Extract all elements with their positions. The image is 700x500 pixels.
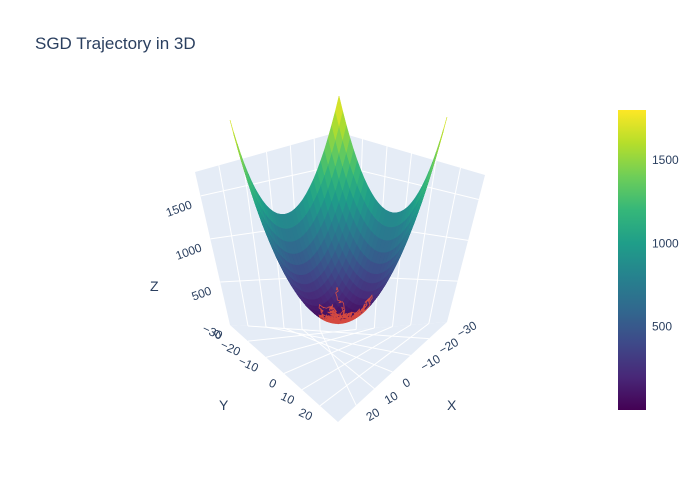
colorbar-tick-label: 500 xyxy=(652,320,672,334)
gridline xyxy=(200,164,339,197)
gridline xyxy=(265,326,411,356)
gridline xyxy=(218,165,249,327)
gridline xyxy=(337,164,479,200)
y-tick-label: 20 xyxy=(297,405,315,423)
sgd-trajectory[interactable] xyxy=(318,287,373,325)
y-tick-label: −10 xyxy=(236,354,261,375)
z-tick-label: 1500 xyxy=(164,197,194,219)
x-tick-label: 10 xyxy=(382,388,401,407)
x-tick-label: −30 xyxy=(455,318,480,340)
x-tick-label: −10 xyxy=(418,351,443,373)
y-tick-label: −20 xyxy=(218,338,243,359)
surface-plot[interactable] xyxy=(229,95,448,324)
colorbar[interactable] xyxy=(618,110,646,410)
y-tick-label: 10 xyxy=(279,389,297,407)
colorbar-tick-label: 1000 xyxy=(652,236,679,250)
z-axis-title: Z xyxy=(150,278,159,294)
x-tick-label: −20 xyxy=(436,335,461,357)
gridline xyxy=(301,328,375,390)
z-tick-label: 0 xyxy=(212,327,223,343)
colorbar-tick-label: 1500 xyxy=(652,153,679,167)
z-tick-label: 500 xyxy=(190,283,214,303)
floor-pane xyxy=(230,322,447,422)
chart-title: SGD Trajectory in 3D xyxy=(35,34,196,53)
y-tick-label: 0 xyxy=(267,376,279,392)
gridline xyxy=(242,158,267,328)
trajectory-path xyxy=(318,287,373,325)
x-tick-label: 0 xyxy=(400,375,413,391)
gridline xyxy=(247,325,429,340)
x-tick-label: 20 xyxy=(364,405,383,424)
y-axis-title: Y xyxy=(219,397,229,413)
z-tick-label: 1000 xyxy=(174,240,204,262)
x-axis-title: X xyxy=(447,397,457,413)
surface-patch xyxy=(335,95,343,126)
colorbar-ticks: 500 1000 1500 xyxy=(652,153,679,334)
